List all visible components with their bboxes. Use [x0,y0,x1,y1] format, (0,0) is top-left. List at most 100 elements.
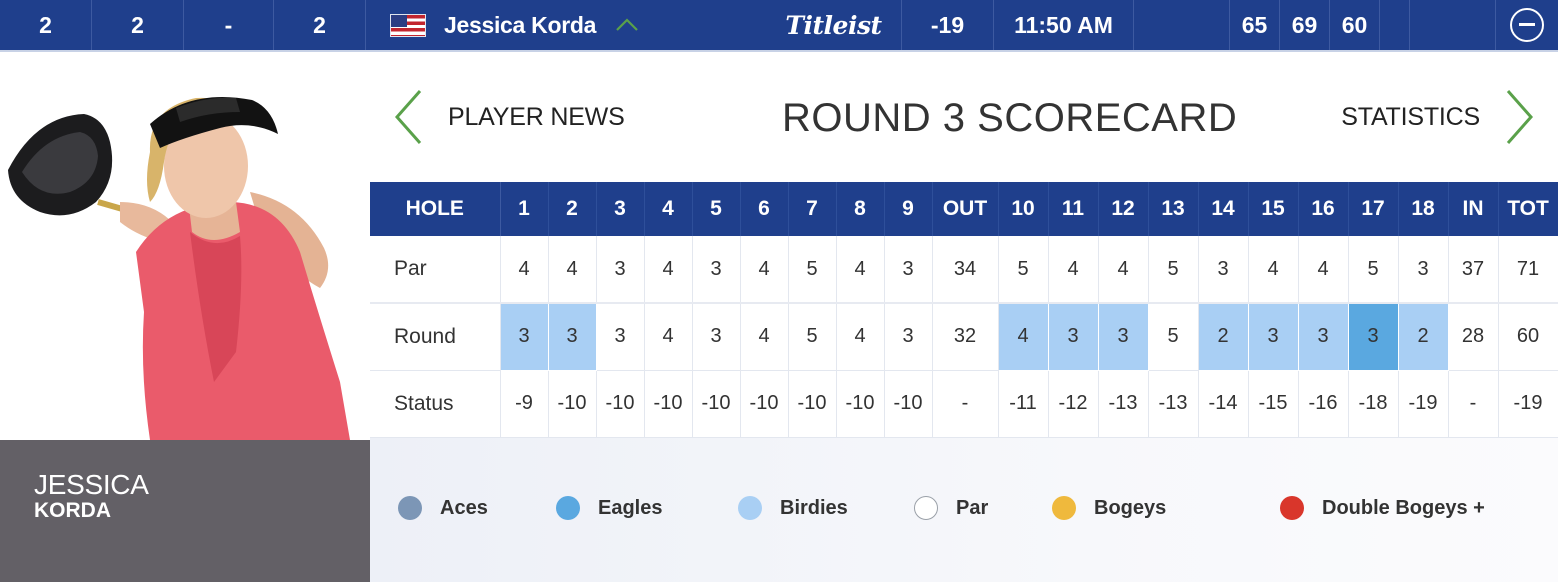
position-prev-cell: 2 [92,0,184,50]
round-cell: 28 [1448,303,1499,371]
round-cell: 3 [547,302,597,371]
status-cell: -10 [596,370,645,438]
round-cell: 3 [1047,302,1099,371]
par-cell: 3 [692,236,741,304]
hole-header-out: OUT [932,182,999,236]
par-cell: 4 [836,236,885,304]
status-cell: -15 [1248,370,1299,438]
hole-header-18: 18 [1398,182,1449,236]
par-cell: 4 [1248,236,1299,304]
legend-dot-icon [1280,496,1304,520]
status-cell: -16 [1298,370,1349,438]
statistics-link[interactable]: STATISTICS [1341,88,1536,146]
total-score-cell: -19 [902,0,994,50]
hole-header-15: 15 [1248,182,1299,236]
status-cell: -11 [998,370,1049,438]
round-cell: 3 [1297,302,1349,371]
status-cell: -14 [1198,370,1249,438]
sponsor-cell: Titleist [766,0,902,50]
player-news-link[interactable]: PLAYER NEWS [392,88,625,146]
legend-item-birdies: Birdies [738,496,848,520]
row-label: Round [370,303,501,371]
hole-header-5: 5 [692,182,741,236]
hole-header-16: 16 [1298,182,1349,236]
player-news-label[interactable]: PLAYER NEWS [448,102,625,131]
status-cell: -19 [1498,370,1558,438]
score-legend: Aces Eagles Birdies Par Bogeys Double Bogeys … [370,438,1558,582]
par-cell: 5 [1348,236,1399,304]
round-cell: 2 [1397,302,1449,371]
legend-item-par: Par [914,496,988,520]
par-cell: 3 [1398,236,1449,304]
par-cell: 4 [1098,236,1149,304]
hole-header-3: 3 [596,182,645,236]
row-label: Status [370,370,501,438]
hole-header-11: 11 [1048,182,1099,236]
legend-label: Eagles [598,496,663,519]
round-cell: 2 [1197,302,1249,371]
status-cell: - [932,370,999,438]
collapse-button[interactable] [1496,0,1558,50]
player-name-link[interactable]: Jessica Korda [444,11,597,38]
leaderboard-row-bar[interactable]: 2 2 - 2 Jessica Korda Titleist -19 11:50… [0,0,1558,52]
player-photo [8,97,350,440]
par-cell: 5 [788,236,837,304]
legend-dot-icon [556,496,580,520]
player-panel: JESSICA KORDA [0,52,370,582]
row-label: Par [370,236,501,304]
par-cell: 5 [1148,236,1199,304]
statistics-label[interactable]: STATISTICS [1341,102,1480,131]
status-row: Status -9 -10 -10 -10 -10 -10 -10 -10 -10- -11 -12-… [370,370,1558,438]
legend-label: Par [956,496,989,519]
par-cell: 4 [548,236,597,304]
par-cell: 5 [998,236,1049,304]
empty-cell [1134,0,1230,50]
status-cell: -10 [884,370,933,438]
round-cell: 4 [740,303,789,371]
round-cell: 5 [1148,303,1199,371]
legend-item-aces: Aces [398,496,488,520]
status-cell: -10 [692,370,741,438]
legend-dot-icon [398,496,422,520]
par-cell: 4 [644,236,693,304]
scorecard-nav: PLAYER NEWS ROUND 3 SCORECARD STATISTICS [370,52,1558,182]
round-row: Round 3 3 3 4 3 4 5 4 3 32 4 3 3 5 2 3 3 3 2 28 60 [370,302,1558,371]
hole-header: HOLE [370,182,501,236]
legend-label: Double Bogeys + [1322,496,1485,519]
par-cell: 71 [1498,236,1558,304]
player-name-cell[interactable]: Jessica Korda [366,0,766,50]
empty-cell [1410,0,1496,50]
legend-item-bogeys: Bogeys [1052,496,1166,520]
us-flag-icon [390,13,426,37]
round-1-score: 65 [1230,0,1280,50]
hole-header-10: 10 [998,182,1049,236]
legend-label: Birdies [780,496,848,519]
round-cell: 5 [788,303,837,371]
hole-header-1: 1 [500,182,549,236]
status-cell: - [1448,370,1499,438]
status-cell: -19 [1398,370,1449,438]
par-cell: 4 [1298,236,1349,304]
chevron-right-icon[interactable] [1504,88,1536,146]
round-cell: 3 [884,303,933,371]
minus-circle-icon[interactable] [1510,8,1544,42]
par-cell: 37 [1448,236,1499,304]
player-name-plate: JESSICA KORDA [0,440,370,582]
round-cell: 60 [1498,303,1558,371]
round-cell: 4 [836,303,885,371]
round-cell: 4 [997,302,1049,371]
chevron-left-icon[interactable] [392,88,424,146]
hole-header-9: 9 [884,182,933,236]
round-2-score: 69 [1280,0,1330,50]
legend-item-eagles: Eagles [556,496,662,520]
hole-header-8: 8 [836,182,885,236]
legend-item-double-bogeys: Double Bogeys + [1280,496,1485,520]
status-cell: -10 [548,370,597,438]
hole-header-17: 17 [1348,182,1399,236]
hole-header-4: 4 [644,182,693,236]
par-cell: 4 [1048,236,1099,304]
hole-header-2: 2 [548,182,597,236]
hole-header-6: 6 [740,182,789,236]
par-cell: 4 [500,236,549,304]
chevron-up-icon[interactable] [614,12,640,38]
